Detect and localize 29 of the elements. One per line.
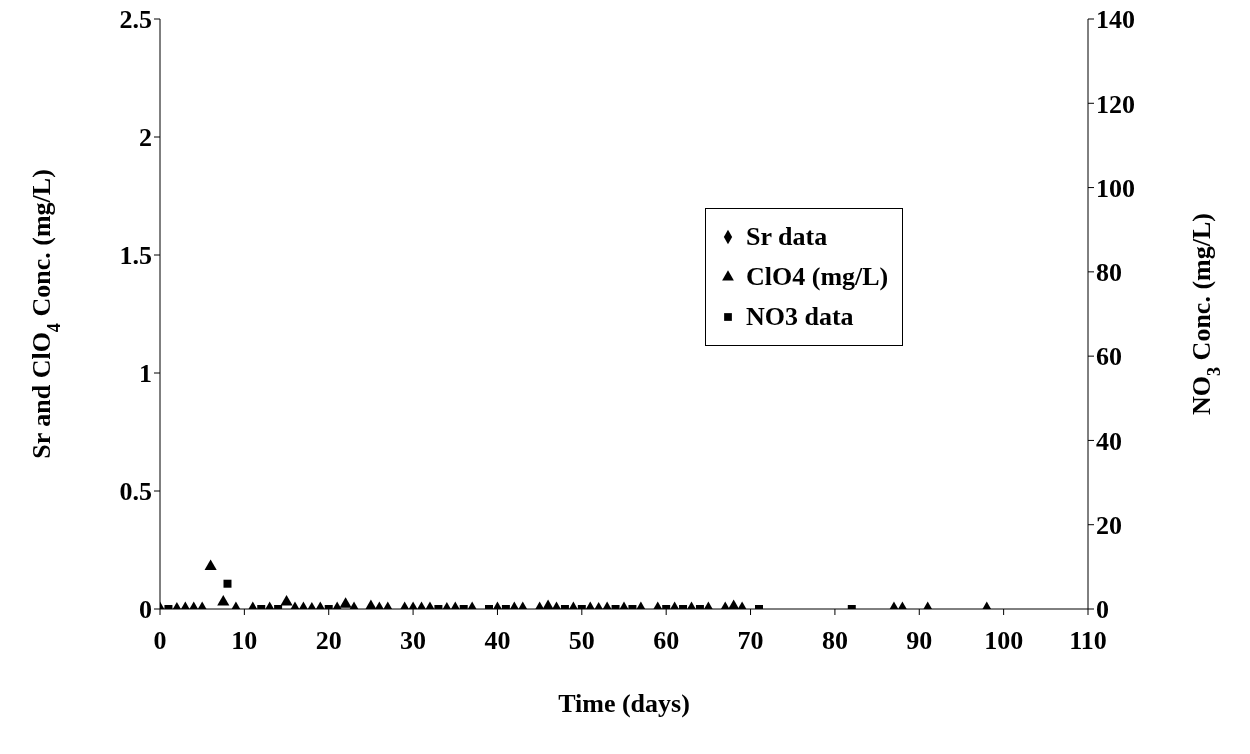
y-tick-label: 1.5 (119, 241, 152, 271)
legend-label: NO3 data (746, 301, 854, 333)
x-tick-label: 90 (906, 626, 933, 656)
x-tick-label: 60 (653, 626, 680, 656)
x-tick-label: 100 (984, 626, 1024, 656)
y2-tick-label: 60 (1096, 342, 1122, 372)
x-axis-title: Time (days) (558, 689, 690, 718)
y-tick-label: 2 (139, 123, 152, 153)
y-tick-label: 2.5 (119, 5, 152, 35)
y2-tick-label: 140 (1096, 5, 1135, 35)
y-tick-label: 0.5 (119, 477, 152, 507)
y-tick-label: 1 (139, 359, 152, 389)
y2-tick-label: 100 (1096, 173, 1135, 203)
x-tick-label: 40 (484, 626, 511, 656)
x-tick-label: 80 (821, 626, 848, 656)
legend-label: Sr data (746, 221, 828, 253)
y2-tick-label: 40 (1096, 426, 1122, 456)
y2-tick-label: 20 (1096, 510, 1122, 540)
x-tick-label: 110 (1069, 626, 1107, 656)
y2-tick-label: 80 (1096, 258, 1122, 288)
legend-label: ClO4 (mg/L) (746, 261, 889, 293)
y-tick-label: 0 (139, 595, 152, 625)
x-tick-label: 10 (231, 626, 258, 656)
x-tick-label: 70 (737, 626, 764, 656)
x-tick-label: 50 (568, 626, 595, 656)
y2-tick-label: 0 (1096, 595, 1109, 625)
x-tick-label: 20 (315, 626, 342, 656)
y2-tick-label: 120 (1096, 89, 1135, 119)
x-tick-label: 30 (400, 626, 427, 656)
